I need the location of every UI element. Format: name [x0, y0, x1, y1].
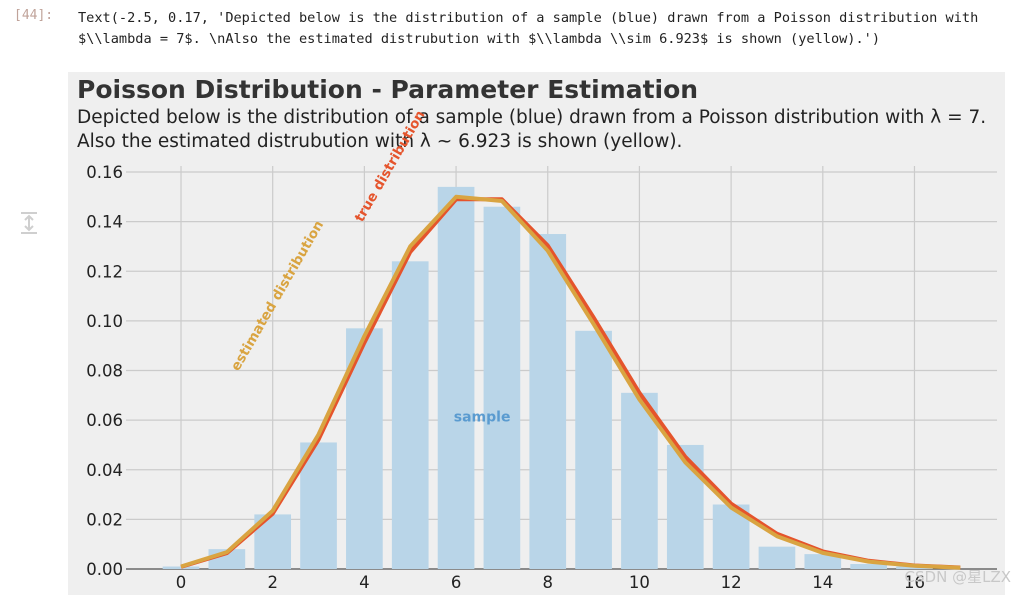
y-tick-label: 0.02	[86, 510, 123, 529]
chart-figure: 0 2 4 6 8 10 12 14 16 0.00 0.02 0.04 0.06 0.08 0.10 0.1…	[68, 72, 1005, 595]
x-tick-label: 10	[629, 573, 650, 592]
cell-output-text: Text(-2.5, 0.17, 'Depicted below is the …	[78, 10, 987, 47]
y-tick-label: 0.14	[86, 213, 123, 232]
sample-bar	[391, 261, 429, 569]
x-tick-label: 14	[812, 573, 833, 592]
sample-bar	[483, 206, 521, 570]
y-tick-label: 0.10	[86, 312, 123, 331]
poisson-chart: 0 2 4 6 8 10 12 14 16 0.00 0.02 0.04 0.06 0.08 0.10 0.1…	[77, 75, 997, 592]
y-tick-label: 0.04	[86, 461, 123, 480]
x-tick-label: 0	[176, 573, 187, 592]
chart-subtitle-line-2: Also the estimated distrubution with λ ~…	[77, 131, 682, 152]
watermark: CSDN @星LZX	[904, 568, 1011, 586]
x-tick-label: 16	[904, 573, 925, 592]
estimated-distribution-annotation: estimated distribution	[228, 218, 327, 374]
sample-bar	[162, 566, 200, 569]
y-tick-label: 0.08	[86, 362, 123, 381]
sample-bar	[666, 444, 704, 569]
sample-annotation: sample	[454, 409, 511, 425]
y-tick-label: 0.16	[86, 163, 123, 182]
y-tick-label: 0.12	[86, 262, 123, 281]
x-tick-label: 2	[267, 573, 278, 592]
sample-bar	[850, 564, 887, 569]
chart-title: Poisson Distribution - Parameter Estimat…	[77, 75, 698, 104]
chart-subtitle-line-1: Depicted below is the distribution of a …	[77, 107, 986, 128]
y-tick-label: 0.06	[86, 411, 123, 430]
sample-bar	[758, 546, 796, 569]
sample-bar	[804, 554, 842, 569]
x-tick-label: 4	[359, 573, 370, 592]
x-tick-label: 8	[542, 573, 553, 592]
sample-bar	[529, 234, 567, 569]
sample-bar	[300, 442, 337, 569]
y-tick-label: 0.00	[86, 560, 123, 579]
x-tick-label: 12	[721, 573, 742, 592]
collapse-output-icon[interactable]	[18, 210, 40, 236]
x-tick-label: 6	[451, 573, 462, 592]
sample-bar	[621, 392, 658, 569]
cell-prompt: [44]:	[14, 8, 54, 23]
sample-bar	[437, 186, 475, 569]
sample-bar	[575, 330, 612, 569]
estimated-distribution-line	[180, 194, 961, 570]
